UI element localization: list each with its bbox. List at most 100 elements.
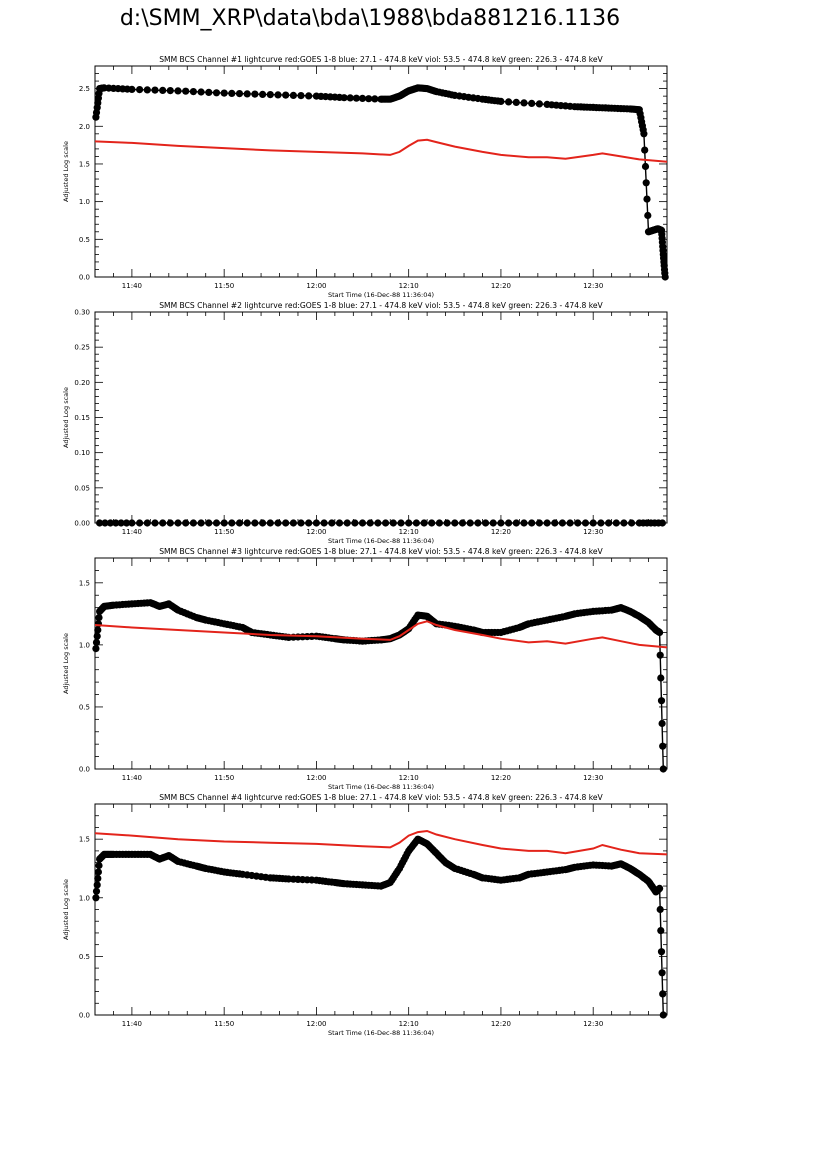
chart-panel-4: SMM BCS Channel #4 lightcurve red:GOES 1… bbox=[62, 793, 668, 1037]
data-point bbox=[505, 519, 513, 527]
data-point bbox=[136, 86, 144, 94]
data-point bbox=[358, 519, 367, 527]
data-point bbox=[220, 89, 228, 97]
data-point bbox=[228, 89, 236, 97]
data-point bbox=[543, 519, 551, 527]
data-point bbox=[305, 92, 313, 100]
data-point bbox=[197, 88, 205, 96]
data-point bbox=[92, 894, 100, 902]
data-point bbox=[657, 697, 666, 705]
data-point bbox=[640, 130, 648, 138]
y-axis-label: Adjusted Log scale bbox=[62, 633, 70, 694]
data-point bbox=[628, 519, 636, 527]
data-curve bbox=[95, 87, 666, 278]
data-point bbox=[365, 95, 373, 103]
data-point bbox=[605, 519, 613, 527]
x-tick-label: 12:20 bbox=[491, 528, 511, 536]
y-tick-label: 0.0 bbox=[79, 766, 90, 774]
data-point bbox=[371, 95, 379, 103]
data-point bbox=[520, 99, 528, 107]
data-point bbox=[497, 97, 505, 105]
data-point bbox=[366, 519, 374, 527]
data-point bbox=[335, 519, 344, 527]
x-tick-label: 12:10 bbox=[399, 774, 419, 782]
x-tick-label: 12:10 bbox=[399, 528, 419, 536]
y-tick-label: 0.5 bbox=[79, 953, 90, 961]
goes-curve bbox=[94, 620, 668, 649]
data-point bbox=[443, 519, 451, 527]
goes-curve bbox=[94, 829, 668, 856]
data-point bbox=[658, 969, 666, 977]
data-point bbox=[151, 519, 159, 527]
data-point bbox=[305, 519, 313, 527]
data-point bbox=[159, 519, 167, 527]
y-tick-label: 1.5 bbox=[79, 160, 90, 168]
data-point bbox=[266, 519, 274, 527]
data-point bbox=[235, 519, 244, 527]
x-tick-label: 12:30 bbox=[583, 1020, 603, 1028]
data-point bbox=[122, 519, 131, 527]
y-tick-label: 1.0 bbox=[79, 894, 90, 902]
x-tick-label: 11:50 bbox=[214, 528, 234, 536]
data-point bbox=[374, 519, 382, 527]
data-point bbox=[466, 519, 474, 527]
page-title: d:\SMM_XRP\data\bda\1988\bda881216.1136 bbox=[119, 6, 621, 31]
data-point bbox=[151, 86, 159, 94]
plot-frame bbox=[94, 311, 668, 524]
x-tick-label: 12:20 bbox=[491, 774, 511, 782]
data-point bbox=[558, 519, 567, 527]
data-point bbox=[289, 91, 297, 99]
x-tick-label: 11:50 bbox=[214, 1020, 234, 1028]
chart-title: SMM BCS Channel #3 lightcurve red:GOES 1… bbox=[159, 547, 603, 556]
data-point bbox=[212, 519, 221, 527]
data-point bbox=[656, 905, 664, 914]
x-tick-label: 12:10 bbox=[399, 1020, 419, 1028]
y-tick-label: 0.00 bbox=[74, 520, 90, 528]
chart-title: SMM BCS Channel #4 lightcurve red:GOES 1… bbox=[159, 793, 603, 802]
data-point bbox=[274, 91, 282, 99]
chart-panel-1: SMM BCS Channel #1 lightcurve red:GOES 1… bbox=[62, 55, 669, 299]
data-point bbox=[320, 519, 328, 527]
y-tick-label: 2.0 bbox=[79, 123, 90, 131]
data-point bbox=[657, 948, 666, 956]
x-tick-label: 11:40 bbox=[122, 528, 142, 536]
data-point bbox=[351, 519, 359, 527]
data-point bbox=[174, 87, 182, 95]
data-curve bbox=[95, 601, 664, 770]
data-point bbox=[505, 98, 513, 106]
data-point bbox=[658, 519, 667, 527]
data-point bbox=[136, 519, 144, 527]
data-point bbox=[643, 195, 651, 203]
data-point bbox=[512, 98, 520, 106]
data-point bbox=[589, 519, 597, 527]
data-point bbox=[528, 519, 536, 527]
y-tick-label: 0.30 bbox=[74, 309, 90, 317]
y-tick-label: 1.5 bbox=[79, 836, 90, 844]
data-point bbox=[228, 519, 236, 527]
x-axis-label: Start Time (16-Dec-88 11:36:04) bbox=[328, 1029, 434, 1037]
y-tick-label: 0.25 bbox=[74, 344, 90, 352]
data-point bbox=[389, 519, 397, 527]
data-point bbox=[297, 92, 305, 100]
data-point bbox=[166, 87, 174, 95]
data-point bbox=[282, 519, 290, 527]
data-point bbox=[166, 519, 174, 527]
data-point bbox=[96, 519, 104, 527]
data-point bbox=[282, 91, 290, 99]
x-tick-label: 11:40 bbox=[122, 282, 142, 290]
data-point bbox=[92, 645, 100, 653]
y-tick-label: 0.10 bbox=[74, 449, 90, 457]
plot-frame bbox=[94, 557, 668, 770]
y-tick-label: 2.5 bbox=[79, 85, 90, 93]
x-tick-label: 12:00 bbox=[306, 282, 326, 290]
data-point bbox=[95, 861, 103, 870]
data-point bbox=[328, 519, 336, 527]
data-point bbox=[101, 519, 109, 527]
data-point bbox=[644, 211, 652, 220]
data-point bbox=[656, 628, 664, 637]
x-tick-label: 11:40 bbox=[122, 1020, 142, 1028]
data-point bbox=[489, 519, 497, 527]
data-point bbox=[528, 99, 536, 107]
data-point bbox=[566, 519, 574, 527]
